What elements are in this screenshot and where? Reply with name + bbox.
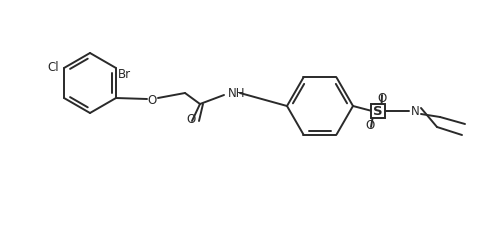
Text: S: S [372,105,382,118]
Bar [370,105,384,119]
Text: Cl: Cl [47,61,59,74]
Text: O: O [147,94,156,107]
Text: O: O [365,119,374,131]
Text: Br: Br [118,68,131,81]
Text: O: O [377,92,386,105]
Text: N: N [410,105,418,118]
Text: O: O [186,112,195,125]
Text: NH: NH [227,87,245,100]
